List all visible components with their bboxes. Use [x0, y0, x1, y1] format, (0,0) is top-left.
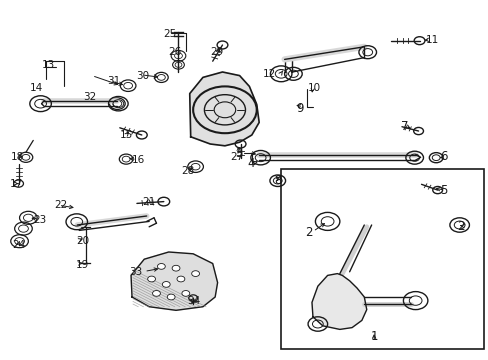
- Text: 17: 17: [10, 179, 23, 189]
- Text: 12: 12: [263, 69, 276, 79]
- Text: 8: 8: [273, 174, 281, 186]
- Text: 16: 16: [132, 155, 145, 165]
- Text: 9: 9: [295, 102, 303, 114]
- Text: 29: 29: [210, 47, 223, 57]
- Polygon shape: [311, 274, 366, 329]
- Polygon shape: [131, 252, 217, 310]
- Circle shape: [147, 276, 155, 282]
- Text: 31: 31: [107, 76, 121, 86]
- Text: 19: 19: [76, 260, 89, 270]
- Text: 2: 2: [456, 220, 464, 233]
- Text: 15: 15: [120, 130, 133, 140]
- Circle shape: [152, 291, 160, 296]
- Text: 26: 26: [168, 47, 182, 57]
- Circle shape: [182, 291, 189, 296]
- Circle shape: [157, 264, 165, 269]
- Text: 3: 3: [234, 147, 242, 159]
- Polygon shape: [189, 72, 259, 146]
- Text: 27: 27: [229, 152, 243, 162]
- Text: 22: 22: [54, 200, 67, 210]
- Text: 6: 6: [439, 150, 447, 163]
- Text: 25: 25: [163, 29, 176, 39]
- Text: 2: 2: [305, 226, 312, 239]
- Text: 21: 21: [142, 197, 155, 207]
- Text: 23: 23: [33, 215, 46, 225]
- Circle shape: [172, 265, 180, 271]
- Text: 24: 24: [12, 240, 25, 250]
- Text: 4: 4: [246, 157, 254, 170]
- Text: 33: 33: [129, 267, 142, 277]
- Text: 7: 7: [400, 120, 407, 132]
- Circle shape: [162, 282, 170, 287]
- Text: 34: 34: [186, 296, 200, 306]
- Text: 10: 10: [307, 83, 321, 93]
- Text: 14: 14: [29, 83, 42, 93]
- Text: 1: 1: [369, 330, 377, 343]
- Text: 18: 18: [11, 152, 24, 162]
- Circle shape: [191, 271, 199, 276]
- Text: 13: 13: [41, 60, 55, 70]
- Circle shape: [167, 294, 175, 300]
- Text: 20: 20: [76, 236, 89, 246]
- Circle shape: [177, 276, 184, 282]
- Text: 5: 5: [439, 184, 447, 197]
- Text: 11: 11: [425, 35, 438, 45]
- Bar: [281, 169, 483, 349]
- Text: 32: 32: [83, 92, 96, 102]
- Text: 28: 28: [181, 166, 194, 176]
- Text: 30: 30: [136, 71, 149, 81]
